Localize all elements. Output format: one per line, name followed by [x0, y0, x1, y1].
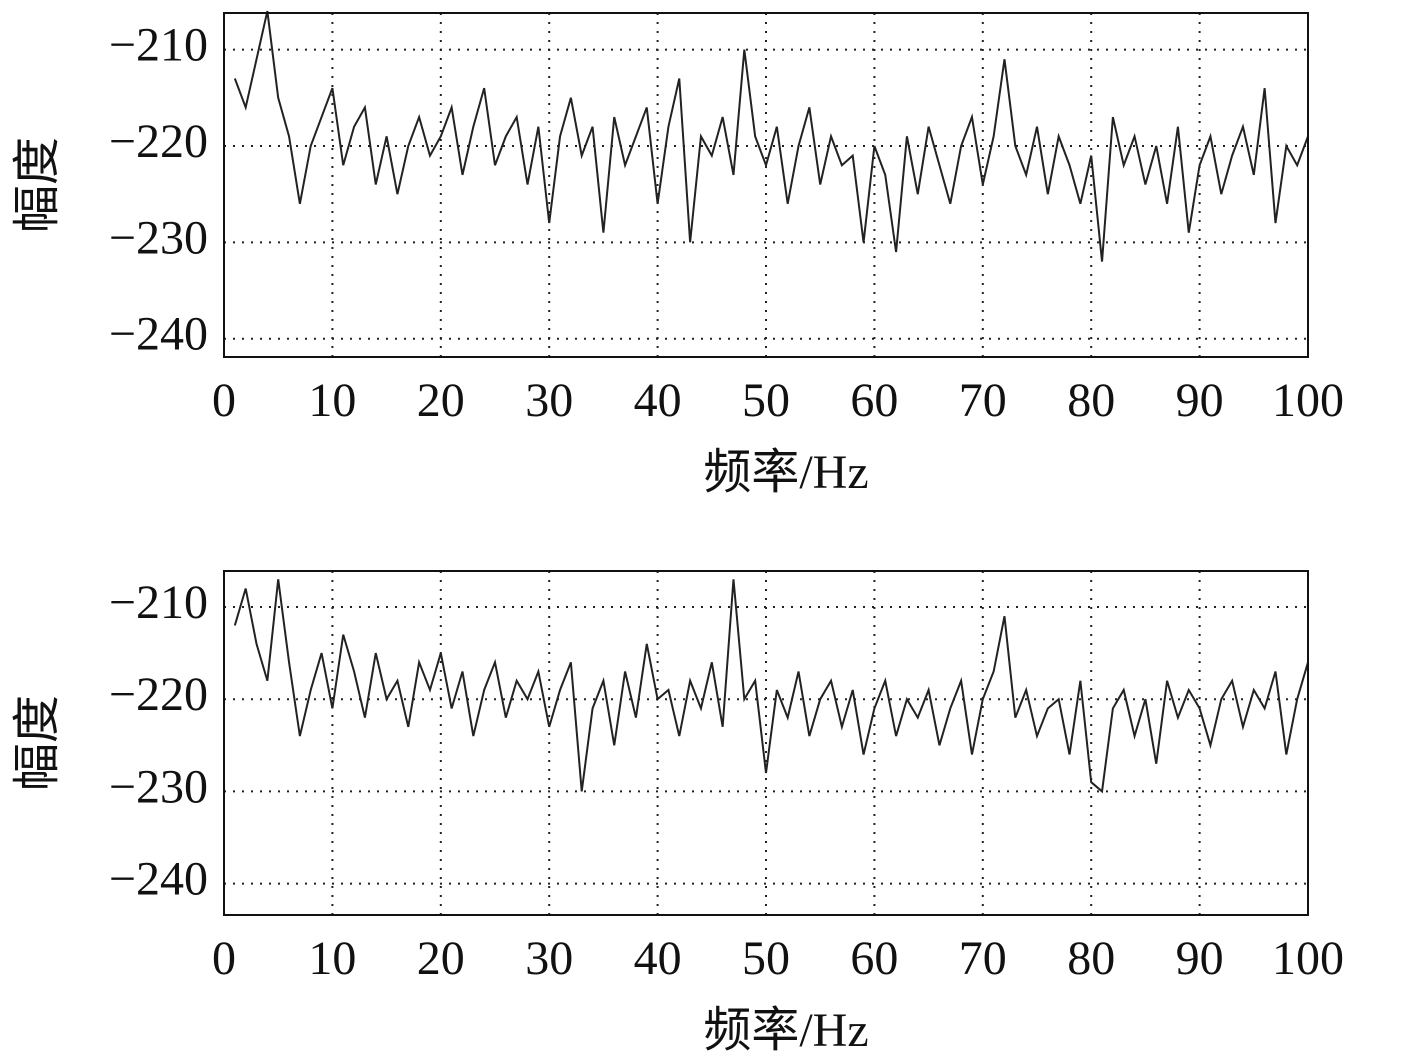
x-tick-label: 30 [525, 932, 573, 985]
x-tick-label: 0 [212, 374, 236, 427]
x-tick-label: 70 [959, 932, 1007, 985]
x-tick-label: 60 [850, 932, 898, 985]
x-axis-label: 频率/Hz [703, 1004, 868, 1057]
plot-frame [223, 12, 1309, 358]
x-tick-label: 10 [308, 374, 356, 427]
plot-frame [223, 570, 1309, 916]
spectrum-line [233, 10, 1309, 262]
x-tick-label: 30 [525, 374, 573, 427]
y-tick-label: −210 [109, 576, 208, 629]
x-tick-label: 80 [1067, 932, 1115, 985]
y-axis-label: 幅度 [11, 695, 64, 791]
x-tick-label: 100 [1272, 374, 1344, 427]
x-tick-label: 40 [634, 374, 682, 427]
x-tick-label: 80 [1067, 374, 1115, 427]
x-axis-label: 频率/Hz [703, 446, 868, 499]
y-tick-label: −220 [109, 115, 208, 168]
x-tick-label: 70 [959, 374, 1007, 427]
x-tick-label: 50 [742, 374, 790, 427]
x-tick-label: 50 [742, 932, 790, 985]
x-tick-label: 10 [308, 932, 356, 985]
y-tick-label: −240 [109, 308, 208, 361]
y-tick-label: −210 [109, 19, 208, 72]
x-tick-label: 100 [1272, 932, 1344, 985]
y-tick-label: −230 [109, 211, 208, 264]
x-tick-label: 40 [634, 932, 682, 985]
y-tick-label: −230 [109, 760, 208, 813]
x-tick-label: 0 [212, 932, 236, 985]
y-tick-label: −220 [109, 668, 208, 721]
x-tick-label: 90 [1176, 932, 1224, 985]
x-tick-label: 20 [417, 374, 465, 427]
y-tick-label: −240 [109, 853, 208, 906]
x-tick-label: 60 [850, 374, 898, 427]
y-axis-label: 幅度 [11, 137, 64, 233]
x-tick-label: 90 [1176, 374, 1224, 427]
x-tick-label: 20 [417, 932, 465, 985]
spectrum-line [233, 579, 1309, 794]
